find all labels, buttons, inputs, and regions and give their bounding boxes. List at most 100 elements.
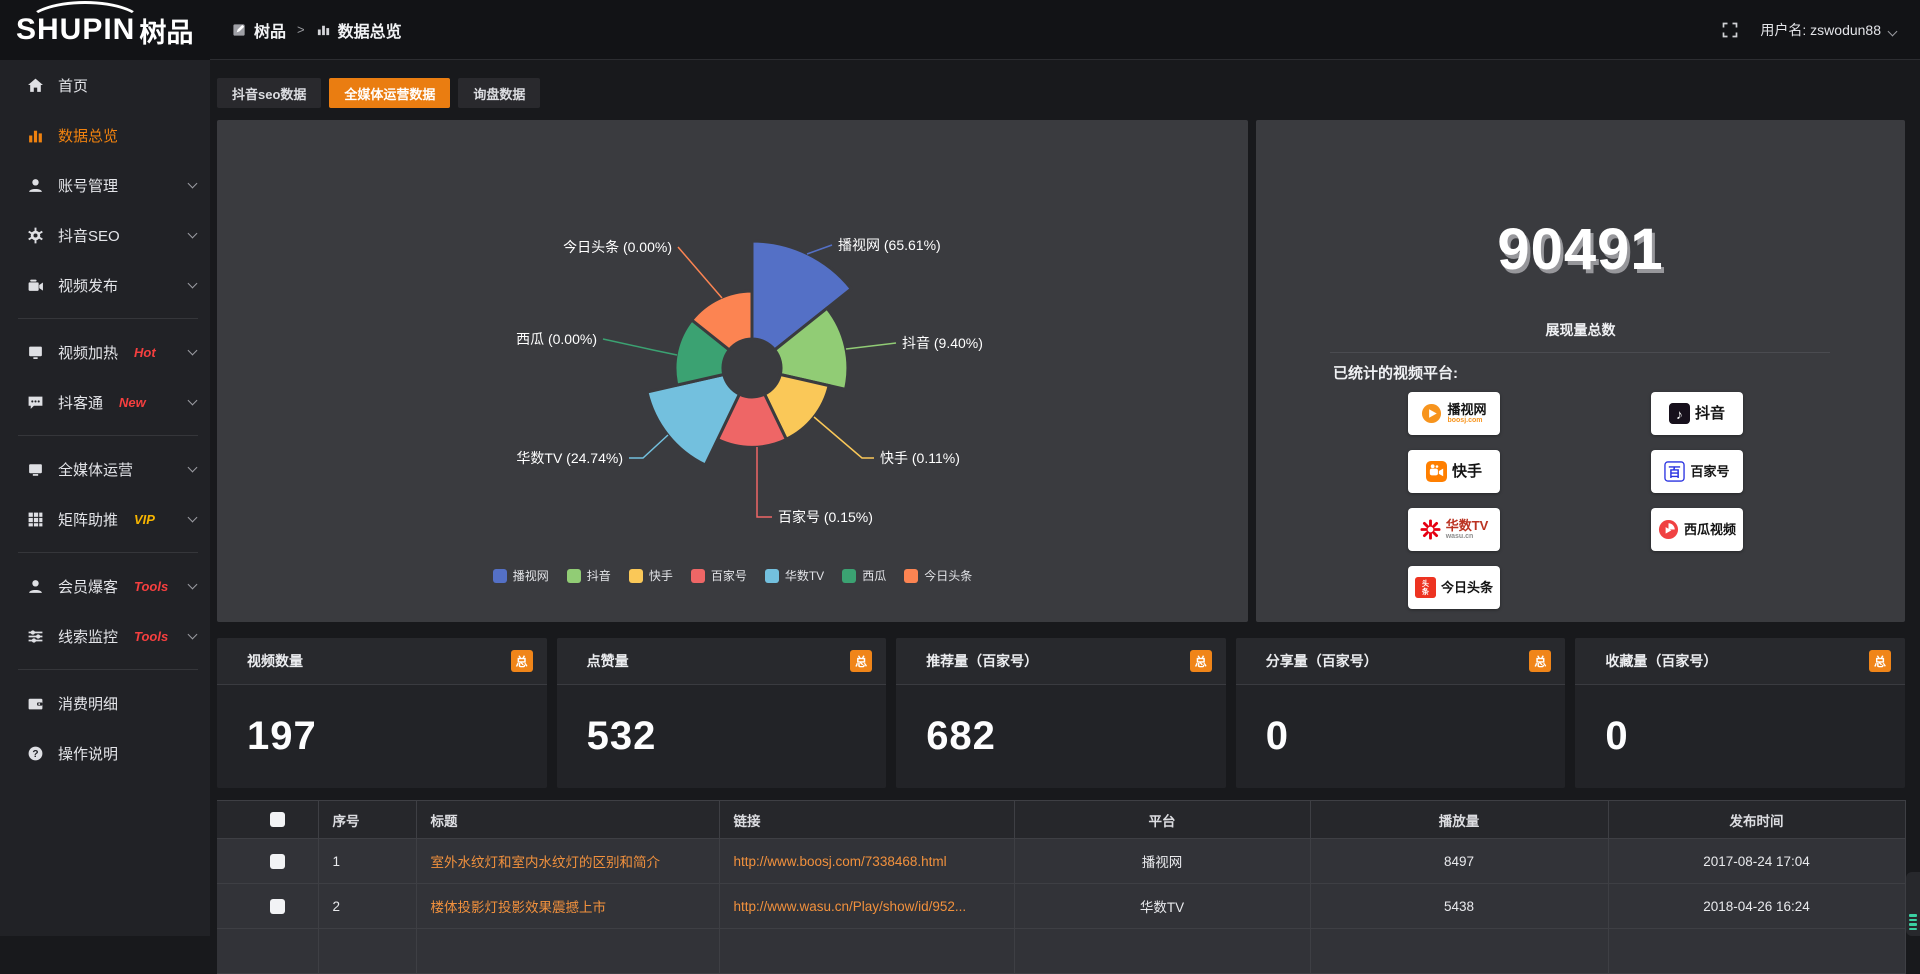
sidebar-divider [18,435,198,436]
legend-swatch [629,569,643,583]
sidebar-item-omnimedia[interactable]: 全媒体运营 [0,444,210,494]
sidebar-item-member-baoke[interactable]: 会员爆客 Tools [0,561,210,611]
sidebar-item-label: 操作说明 [58,743,118,764]
sidebar-item-label: 首页 [58,75,88,96]
legend-item[interactable]: 快手 [629,567,673,584]
home-icon [27,77,44,94]
edit-square-icon [232,22,247,37]
legend-item[interactable]: 百家号 [691,567,747,584]
tab-inquiry-data[interactable]: 询盘数据 [458,78,540,108]
sidebar-item-matrix-boost[interactable]: 矩阵助推 VIP [0,494,210,544]
cell-platform: 播视网 [1014,839,1310,884]
sidebar-item-video-heat[interactable]: 视频加热 Hot [0,327,210,377]
svg-text:快手 (0.11%): 快手 (0.11%) [880,450,960,466]
row-checkbox[interactable] [270,899,285,914]
legend-item[interactable]: 华数TV [765,567,824,584]
cell-platform: 华数TV [1014,884,1310,929]
legend-swatch [842,569,856,583]
total-badge[interactable]: 总 [1869,650,1891,672]
col-header-platform: 平台 [1014,801,1310,839]
video-url-link[interactable]: http://www.wasu.cn/Play/show/id/952... [734,899,1000,914]
display-icon [27,461,44,478]
legend-item[interactable]: 抖音 [567,567,611,584]
nightingale-rose-chart[interactable]: 播视网 (65.61%)抖音 (9.40%)快手 (0.11%)百家号 (0.1… [217,120,1248,622]
legend-item[interactable]: 播视网 [493,567,549,584]
tools-badge: Tools [134,629,168,644]
breadcrumb-current[interactable]: 数据总览 [338,18,402,42]
legend-item[interactable]: 西瓜 [842,567,886,584]
stat-cards-row: 视频数量总 197 点赞量总 532 推荐量（百家号）总 682 分享量（百家号… [217,638,1905,788]
platform-name: 今日头条 [1441,581,1493,595]
stat-card-title: 视频数量 [247,651,303,671]
select-all-checkbox[interactable] [270,812,285,827]
sidebar-item-lead-monitor[interactable]: 线索监控 Tools [0,611,210,661]
total-badge[interactable]: 总 [850,650,872,672]
platform-name: 百家号 [1690,465,1729,479]
floating-side-widget[interactable] [1906,872,1920,936]
legend-label: 抖音 [587,567,611,584]
tools-badge: Tools [134,579,168,594]
vip-badge: VIP [134,512,155,527]
total-badge[interactable]: 总 [511,650,533,672]
widget-bars-icon [1909,923,1917,926]
svg-text:西瓜 (0.00%): 西瓜 (0.00%) [516,331,597,347]
sidebar-item-label: 数据总览 [58,125,118,146]
breadcrumb: 树品 > 数据总览 [232,18,402,42]
fullscreen-icon[interactable] [1722,22,1738,38]
sidebar-item-label: 会员爆客 [58,576,118,597]
sidebar-item-video-publish[interactable]: 视频发布 [0,260,210,310]
video-title-link[interactable]: 室外水纹灯和室内水纹灯的区别和简介 [431,851,705,871]
sidebar-divider [18,669,198,670]
cell-plays: 8497 [1310,839,1608,884]
sidebar-item-account[interactable]: 账号管理 [0,160,210,210]
breadcrumb-root[interactable]: 树品 [254,18,286,42]
legend-item[interactable]: 今日头条 [904,567,972,584]
top-right-controls: 用户名: zswodun88 [1722,20,1896,40]
platform-name: 快手 [1452,464,1482,480]
tab-douyin-seo[interactable]: 抖音seo数据 [217,78,321,108]
legend-label: 百家号 [711,567,747,584]
xigua-play-icon [1658,519,1679,540]
col-header-index: 序号 [318,801,416,839]
row-checkbox[interactable] [270,854,285,869]
svg-text:头: 头 [1422,579,1429,588]
platform-sub: wasu.cn [1446,533,1474,540]
tab-omnimedia-data[interactable]: 全媒体运营数据 [329,78,450,108]
app-logo[interactable]: SHUPIN 树品 [0,0,210,60]
cell-index: 2 [318,884,416,929]
username-text: 用户名: zswodun88 [1760,22,1881,38]
total-badge[interactable]: 总 [1190,650,1212,672]
video-url-link[interactable]: http://www.boosj.com/7338468.html [734,854,1000,869]
legend-label: 华数TV [785,567,824,584]
monitor-icon [27,344,44,361]
platform-sub: boosj.com [1447,417,1482,424]
chevron-down-icon [188,395,198,405]
chevron-down-icon [188,345,198,355]
sidebar-item-label: 抖音SEO [58,225,120,246]
widget-bars-icon [1909,919,1917,922]
total-badge[interactable]: 总 [1529,650,1551,672]
top-bar: SHUPIN 树品 树品 > 数据总览 用户名: zswodun88 [0,0,1920,60]
stat-card-value: 0 [1266,714,1289,759]
hot-badge: Hot [134,345,156,360]
svg-text:抖音 (9.40%): 抖音 (9.40%) [902,335,983,351]
stat-card-title: 推荐量（百家号） [926,651,1038,671]
sidebar-item-data-overview[interactable]: 数据总览 [0,110,210,160]
chart-legend: 播视网 抖音 快手 百家号 华数TV 西瓜 今日头条 [217,567,1248,584]
total-impressions-value: 90491 [1256,216,1905,283]
sidebar-item-spend-detail[interactable]: 消费明细 [0,678,210,728]
new-badge: New [119,395,146,410]
sidebar-item-help[interactable]: ? 操作说明 [0,728,210,778]
sidebar-item-douyin-seo[interactable]: 抖音SEO [0,210,210,260]
toutiao-icon: 头条 [1415,577,1436,598]
sidebar-item-home[interactable]: 首页 [0,60,210,110]
wallet-icon [27,695,44,712]
video-title-link[interactable]: 楼体投影灯投影效果震撼上市 [431,896,705,916]
sidebar-item-label: 消费明细 [58,693,118,714]
legend-label: 西瓜 [862,567,886,584]
table-row-clipped [217,929,1905,974]
username[interactable]: 用户名: zswodun88 [1760,20,1896,40]
total-impressions-label: 展现量总数 [1256,320,1905,340]
sidebar-item-douketong[interactable]: 抖客通 New [0,377,210,427]
